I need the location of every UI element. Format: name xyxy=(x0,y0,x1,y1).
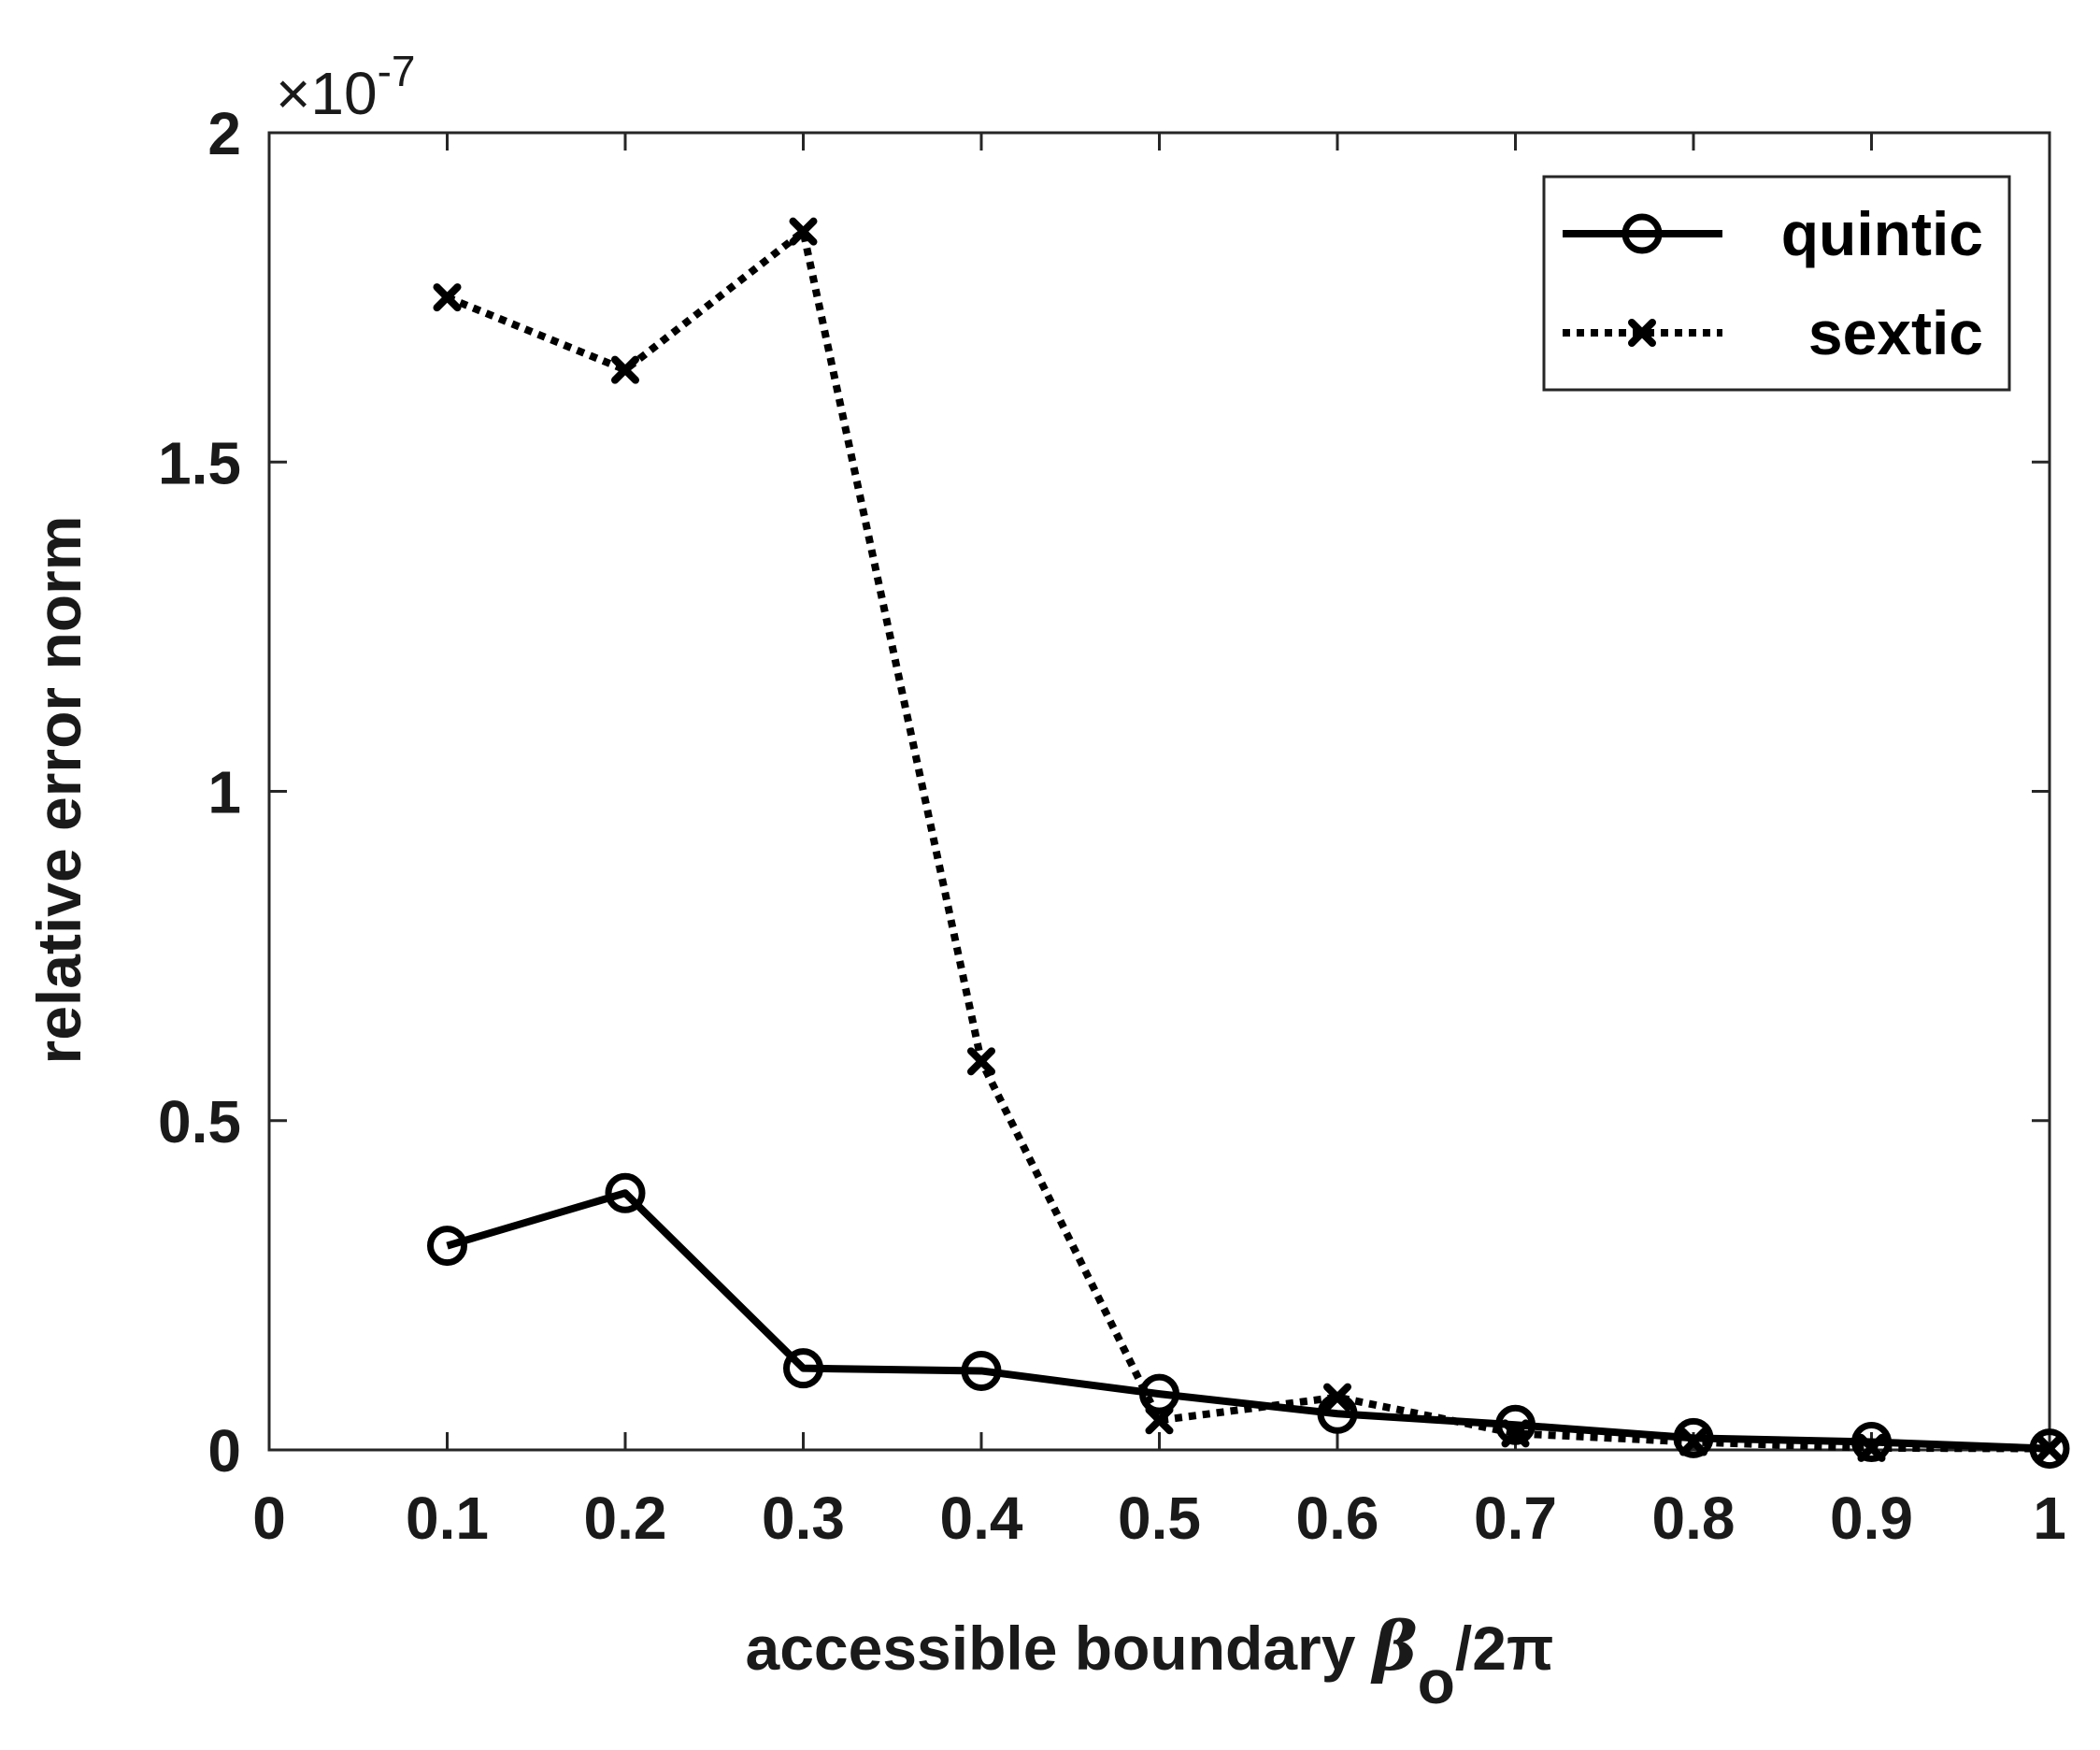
data-point-quintic xyxy=(2029,1428,2070,1470)
data-point-sextic xyxy=(433,283,462,312)
legend-box xyxy=(1542,175,2011,392)
y-tick-label: 2 xyxy=(207,100,241,167)
x-tick-label: 0.6 xyxy=(1296,1485,1379,1552)
legend-label-quintic: quintic xyxy=(1781,199,1983,268)
data-point-quintic xyxy=(783,1348,823,1389)
x-tick-label: 0.9 xyxy=(1830,1485,1913,1552)
data-point-quintic xyxy=(1673,1417,1714,1458)
y-tick-label: 1 xyxy=(207,759,241,826)
data-point-quintic xyxy=(1495,1404,1536,1445)
series-group xyxy=(427,217,2070,1470)
data-point-quintic xyxy=(961,1350,1002,1391)
axes: 0 0.1 0.2 0.3 0.4 0.5 0.6 0.7 0.8 0.9 1 0 0.5 1 1.5 2 xyxy=(158,100,2066,1552)
data-point-sextic xyxy=(611,355,639,384)
x-tick-label: 0.4 xyxy=(940,1485,1023,1552)
series-line-quintic xyxy=(446,1189,2050,1453)
data-point-quintic xyxy=(1139,1373,1179,1414)
data-point-quintic xyxy=(1317,1393,1358,1434)
x-tick-label: 0.2 xyxy=(584,1485,667,1552)
x-marker-stroke xyxy=(611,355,639,384)
y-tick-label: 0.5 xyxy=(158,1088,241,1155)
axis-labels: ×10-7 accessible boundary βo/2π relative e… xyxy=(24,47,1554,1716)
data-point-sextic xyxy=(1145,1406,1174,1435)
legend: quintic sextic xyxy=(1542,175,2011,392)
x-tick-label: 0.5 xyxy=(1118,1485,1201,1552)
x-marker-stroke xyxy=(789,217,818,246)
legend-marker-quintic xyxy=(1621,213,1663,254)
x-axis-title: accessible boundary βo/2π xyxy=(746,1606,1554,1716)
x-marker-stroke xyxy=(1628,319,1656,347)
y-tick-label: 1.5 xyxy=(158,429,241,496)
series-line-sextic xyxy=(445,227,2050,1453)
x-marker-stroke xyxy=(1145,1406,1174,1435)
x-tick-label: 0.3 xyxy=(762,1485,845,1552)
y-exponent-label: ×10-7 xyxy=(276,47,415,127)
y-tick-label: 0 xyxy=(207,1417,241,1485)
data-point-sextic xyxy=(789,217,818,246)
x-tick-label: 0 xyxy=(252,1485,286,1552)
x-tick-label: 0.8 xyxy=(1652,1485,1736,1552)
x-marker-stroke xyxy=(433,283,462,312)
data-point-quintic xyxy=(427,1226,467,1267)
x-tick-label: 0.1 xyxy=(406,1485,489,1552)
x-tick-label: 1 xyxy=(2033,1485,2066,1552)
data-point-sextic xyxy=(967,1047,995,1076)
x-tick-label: 0.7 xyxy=(1474,1485,1557,1552)
data-point-quintic xyxy=(1851,1422,1892,1463)
x-marker-stroke xyxy=(967,1047,995,1076)
data-point-quintic xyxy=(605,1172,646,1213)
legend-marker-sextic xyxy=(1628,319,1656,347)
legend-label-sextic: sextic xyxy=(1808,298,1983,367)
y-axis-title: relative error norm xyxy=(24,516,93,1065)
